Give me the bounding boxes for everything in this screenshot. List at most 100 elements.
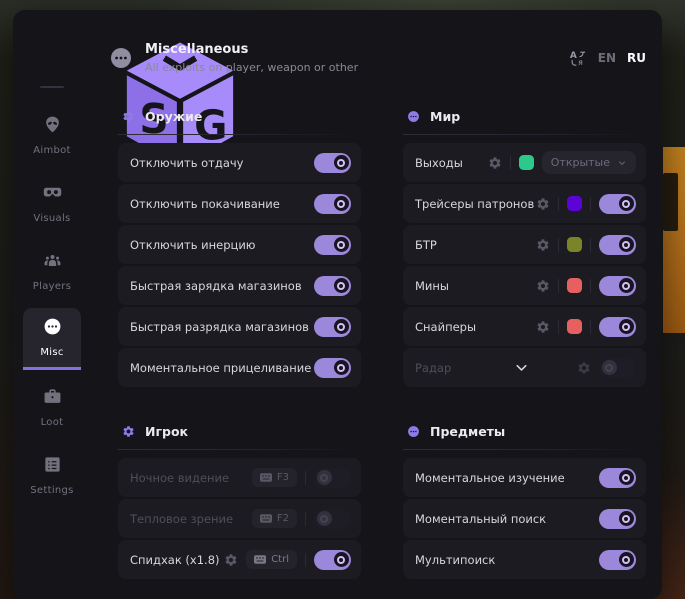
cheat-menu-window: Aimbot Visuals Players Misc Loot Setting… xyxy=(13,10,662,599)
row-speedhack: Спидхак (x1.8) Ctrl xyxy=(118,540,361,579)
toggle[interactable] xyxy=(599,508,636,529)
items-dots-icon xyxy=(407,425,420,438)
toggle[interactable] xyxy=(599,193,636,214)
app-logo-icon xyxy=(30,30,74,76)
color-swatch[interactable] xyxy=(567,196,582,211)
toggle[interactable] xyxy=(314,357,351,378)
sidebar-item-label: Players xyxy=(32,280,72,292)
section-player: Игрок Ночное видение F3 Тепловое зрение … xyxy=(118,413,361,579)
gear-icon[interactable] xyxy=(577,361,591,375)
row-fast-unload: Быстрая разрядка магазинов xyxy=(118,307,361,346)
row-instant-search: Моментальный поиск xyxy=(403,499,646,538)
section-title: Мир xyxy=(430,108,461,124)
section-title: Предметы xyxy=(430,423,506,439)
language-en-button[interactable]: EN xyxy=(597,51,617,65)
row-disable-recoil: Отключить отдачу xyxy=(118,143,361,182)
row-fast-reload: Быстрая зарядка магазинов xyxy=(118,266,361,305)
background-orange-object xyxy=(663,147,685,333)
row-multi-search: Мультипоиск xyxy=(403,540,646,579)
gear-icon[interactable] xyxy=(536,320,550,334)
keybind-badge[interactable]: F3 xyxy=(251,468,297,487)
main-content: Оружие Отключить отдачу Отключить покачи… xyxy=(118,98,646,581)
toggle[interactable] xyxy=(314,234,351,255)
translate-icon xyxy=(569,49,587,67)
gear-icon[interactable] xyxy=(488,156,502,170)
gear-icon[interactable] xyxy=(536,238,550,252)
toggle[interactable] xyxy=(599,275,636,296)
page-subtitle: All exploits on player, weapon or other xyxy=(145,61,359,74)
page-header: Miscellaneous All exploits on player, we… xyxy=(109,32,646,84)
row-instant-examine: Моментальное изучение xyxy=(403,458,646,497)
sidebar-item-label: Settings xyxy=(30,484,74,496)
color-swatch[interactable] xyxy=(518,155,534,170)
keybind-badge[interactable]: Ctrl xyxy=(246,550,297,569)
globe-dots-icon xyxy=(407,110,420,123)
section-divider xyxy=(118,449,361,450)
misc-page-icon xyxy=(109,46,133,70)
sidebar-item-visuals[interactable]: Visuals xyxy=(23,172,81,234)
gear-icon[interactable] xyxy=(536,197,550,211)
section-title: Оружие xyxy=(145,108,203,124)
sidebar-divider xyxy=(40,86,64,88)
toggle[interactable] xyxy=(599,357,636,378)
section-title: Игрок xyxy=(145,423,189,439)
row-instant-ads: Моментальное прицеливание xyxy=(118,348,361,387)
row-bullet-tracers: Трейсеры патронов xyxy=(403,184,646,223)
row-btr: БТР xyxy=(403,225,646,264)
toggle[interactable] xyxy=(599,316,636,337)
sidebar-item-settings[interactable]: Settings xyxy=(23,444,81,506)
color-swatch[interactable] xyxy=(567,319,582,334)
row-disable-inertia: Отключить инерцию xyxy=(118,225,361,264)
toggle[interactable] xyxy=(599,549,636,570)
section-divider xyxy=(118,134,361,135)
players-icon xyxy=(43,251,62,273)
toggle[interactable] xyxy=(599,467,636,488)
settings-list-icon xyxy=(43,455,62,477)
keyboard-icon xyxy=(260,473,272,482)
sidebar-item-label: Loot xyxy=(40,416,64,428)
ellipsis-circle-icon xyxy=(43,317,62,339)
page-title: Miscellaneous xyxy=(145,42,249,57)
row-disable-sway: Отключить покачивание xyxy=(118,184,361,223)
toggle[interactable] xyxy=(314,275,351,296)
sidebar-item-label: Visuals xyxy=(33,212,71,224)
row-exits: Выходы Открытые xyxy=(403,143,646,182)
exits-dropdown[interactable]: Открытые xyxy=(541,151,636,174)
goggles-icon xyxy=(43,183,62,205)
toggle[interactable] xyxy=(314,316,351,337)
keybind-badge[interactable]: F2 xyxy=(251,509,297,528)
row-thermal-vision: Тепловое зрение F2 xyxy=(118,499,361,538)
row-night-vision: Ночное видение F3 xyxy=(118,458,361,497)
row-mines: Мины xyxy=(403,266,646,305)
gear-icon xyxy=(122,110,135,123)
section-items: Предметы Моментальное изучение Моменталь… xyxy=(403,413,646,579)
section-divider xyxy=(403,449,646,450)
sidebar-item-label: Aimbot xyxy=(33,144,71,156)
toggle[interactable] xyxy=(314,467,351,488)
section-weapon: Оружие Отключить отдачу Отключить покачи… xyxy=(118,98,361,387)
keyboard-icon xyxy=(254,555,266,564)
briefcase-icon xyxy=(43,387,62,409)
sidebar-item-misc[interactable]: Misc xyxy=(23,308,81,370)
keyboard-icon xyxy=(260,514,272,523)
gear-icon xyxy=(122,425,135,438)
sidebar-item-players[interactable]: Players xyxy=(23,240,81,302)
color-swatch[interactable] xyxy=(567,237,582,252)
gear-icon[interactable] xyxy=(536,279,550,293)
sidebar: Aimbot Visuals Players Misc Loot Setting… xyxy=(13,10,91,599)
alien-icon xyxy=(43,115,62,137)
language-ru-button[interactable]: RU xyxy=(627,51,646,65)
toggle[interactable] xyxy=(314,152,351,173)
toggle[interactable] xyxy=(599,234,636,255)
gear-icon[interactable] xyxy=(224,553,238,567)
chevron-down-icon xyxy=(617,158,627,168)
expand-chevron-icon[interactable] xyxy=(513,359,530,376)
sidebar-item-loot[interactable]: Loot xyxy=(23,376,81,438)
section-divider xyxy=(403,134,646,135)
toggle[interactable] xyxy=(314,193,351,214)
toggle[interactable] xyxy=(314,508,351,529)
sidebar-item-aimbot[interactable]: Aimbot xyxy=(23,104,81,166)
color-swatch[interactable] xyxy=(567,278,582,293)
row-radar: Радар xyxy=(403,348,646,387)
toggle[interactable] xyxy=(314,549,351,570)
